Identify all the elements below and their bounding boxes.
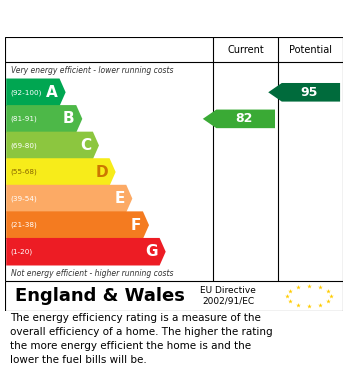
Text: (21-38): (21-38): [11, 222, 37, 228]
Text: 95: 95: [301, 86, 318, 99]
Text: England & Wales: England & Wales: [15, 287, 184, 305]
Text: (39-54): (39-54): [11, 196, 37, 202]
Text: EU Directive
2002/91/EC: EU Directive 2002/91/EC: [200, 286, 256, 306]
Text: F: F: [131, 218, 141, 233]
Text: (81-91): (81-91): [11, 116, 37, 122]
Text: The energy efficiency rating is a measure of the
overall efficiency of a home. T: The energy efficiency rating is a measur…: [10, 314, 273, 366]
Polygon shape: [6, 212, 149, 239]
Text: Not energy efficient - higher running costs: Not energy efficient - higher running co…: [11, 269, 174, 278]
Polygon shape: [203, 109, 275, 128]
Polygon shape: [6, 238, 166, 265]
Text: (55-68): (55-68): [11, 169, 37, 175]
Polygon shape: [6, 132, 99, 159]
Polygon shape: [268, 83, 340, 102]
Text: E: E: [114, 191, 125, 206]
Polygon shape: [6, 79, 66, 106]
Text: Potential: Potential: [290, 45, 332, 54]
Polygon shape: [6, 185, 132, 212]
Text: G: G: [145, 244, 158, 259]
Text: C: C: [80, 138, 91, 153]
Text: (1-20): (1-20): [11, 248, 33, 255]
Polygon shape: [6, 105, 82, 133]
Polygon shape: [6, 158, 116, 186]
Text: A: A: [46, 85, 58, 100]
Text: B: B: [63, 111, 74, 126]
Text: Very energy efficient - lower running costs: Very energy efficient - lower running co…: [11, 66, 174, 75]
Text: Current: Current: [227, 45, 264, 54]
Text: (92-100): (92-100): [11, 89, 42, 95]
Text: Energy Efficiency Rating: Energy Efficiency Rating: [10, 9, 239, 27]
Text: D: D: [95, 165, 108, 179]
Text: (69-80): (69-80): [11, 142, 37, 149]
Text: 82: 82: [235, 112, 253, 126]
